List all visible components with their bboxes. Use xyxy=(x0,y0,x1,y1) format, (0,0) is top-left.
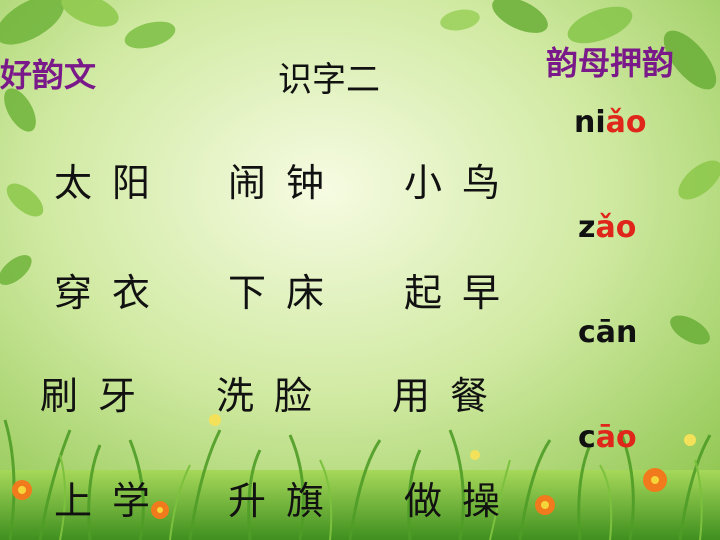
word-shuaya: 刷牙 xyxy=(40,374,157,418)
word-xiachuang: 下床 xyxy=(228,271,345,315)
pinyin-niao: niǎo xyxy=(574,105,647,140)
word-zuocao: 做操 xyxy=(404,479,521,523)
word-qizao: 起早 xyxy=(404,271,521,315)
word-xilian: 洗脸 xyxy=(216,374,333,418)
pinyin-rhyme: āo xyxy=(595,420,637,455)
pinyin-cao: cāo xyxy=(578,420,637,455)
flower-icon xyxy=(12,414,696,519)
word-yongcan: 用餐 xyxy=(392,374,509,418)
pinyin-can: cān xyxy=(578,315,637,350)
pinyin-zao: zǎo xyxy=(578,210,636,245)
pinyin-prefix: z xyxy=(578,210,596,245)
pinyin-rhyme: ǎo xyxy=(605,105,647,140)
pinyin-prefix: ni xyxy=(574,105,606,140)
grass-icon xyxy=(0,419,720,540)
pinyin-prefix: c xyxy=(578,420,596,455)
leaf-cluster-icon xyxy=(0,0,176,285)
pinyin-rhyme: ǎo xyxy=(595,210,637,245)
word-naozhong: 闹钟 xyxy=(228,161,345,205)
header-left-title: 好韵文 xyxy=(0,56,97,94)
word-shangxue: 上学 xyxy=(54,479,171,523)
word-xiaoniao: 小鸟 xyxy=(404,161,521,205)
word-chuanyi: 穿衣 xyxy=(54,271,171,315)
word-taiyang: 太阳 xyxy=(54,161,171,205)
header-right-title: 韵母押韵 xyxy=(546,44,675,82)
word-shengqi: 升旗 xyxy=(228,479,345,523)
pinyin-prefix: cān xyxy=(578,315,638,350)
page-title: 识字二 xyxy=(278,60,380,100)
